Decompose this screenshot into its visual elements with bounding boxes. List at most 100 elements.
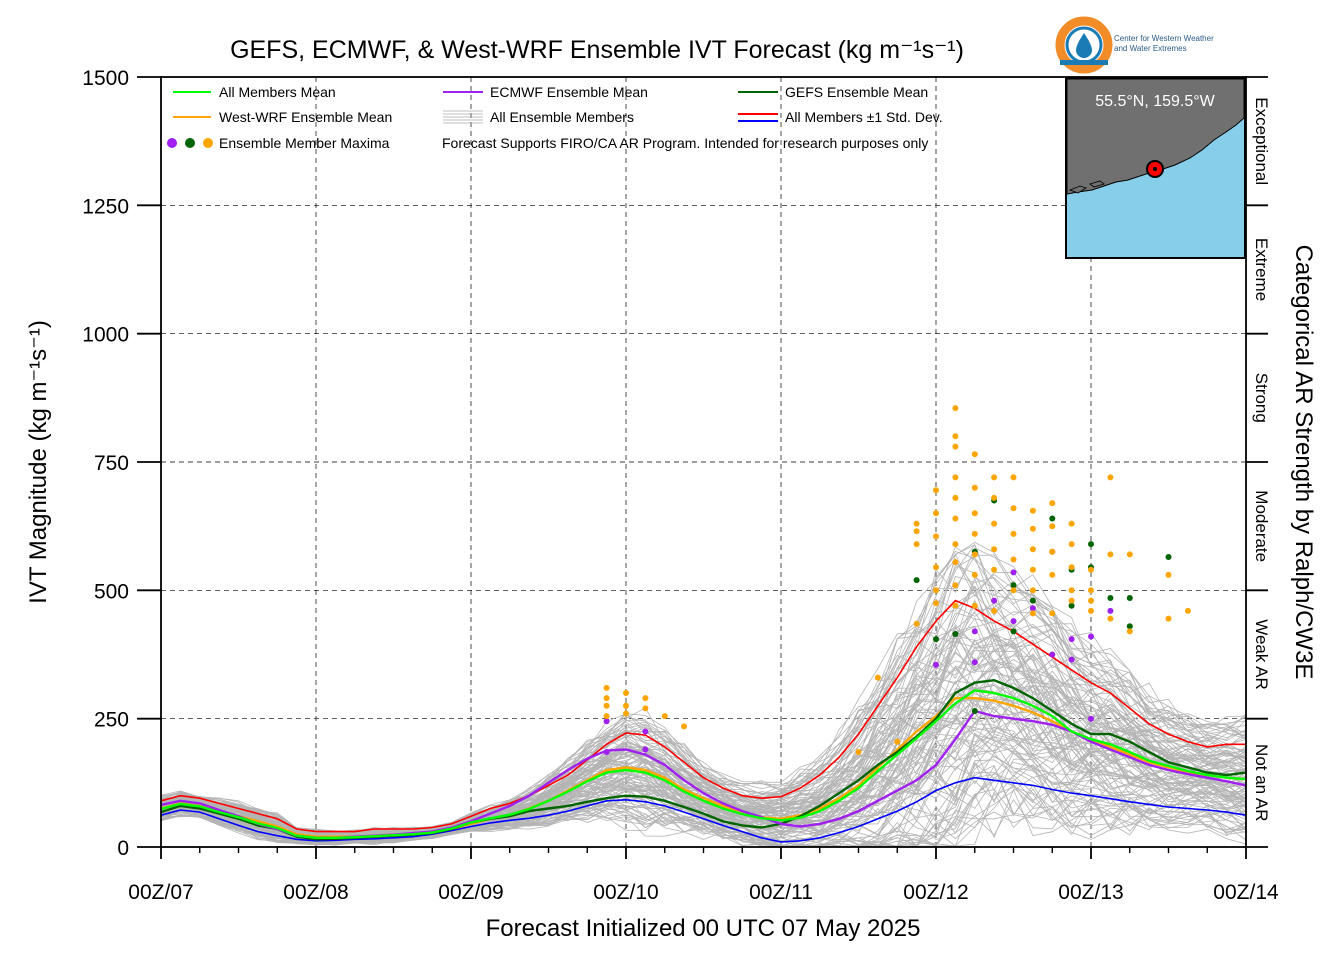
ensemble-member-line [160,652,1247,836]
west-wrf-maximum-point [874,674,881,681]
west-wrf-maximum-point [933,600,939,607]
y-tick-label: 1000 [82,324,129,347]
gefs-maximum-point [1088,541,1094,548]
west-wrf-maximum-point [603,684,610,691]
legend-label-std: All Members ±1 Std. Dev. [785,109,943,125]
west-wrf-maximum-point [952,515,959,522]
x-axis-title: Forecast Initialized 00 UTC 07 May 2025 [486,915,921,942]
logo-ring-icon [1055,16,1113,74]
logo-wave-icon [1060,60,1108,65]
legend-label-wwrf: West-WRF Ensemble Mean [219,109,392,125]
west-wrf-maximum-point [933,564,939,571]
west-wrf-maximum-point [952,582,959,589]
west-wrf-maximum-point [991,474,998,481]
west-wrf-maximum-point [1010,556,1017,563]
gefs-maximum-point [971,708,978,714]
ensemble-member-line [160,668,1247,838]
west-wrf-maximum-point [1107,615,1114,622]
logo-text-line1: Center for Western Weather [1114,34,1214,43]
logo-text-line2: and Water Extremes [1114,44,1187,53]
west-wrf-maximum-point [971,571,978,578]
legend-dot-gefs [185,138,195,148]
west-wrf-maximum-point [894,738,901,745]
gefs-maximum-point [933,636,939,643]
west-wrf-maximum-point [1010,505,1017,512]
west-wrf-maximum-point [1049,548,1056,555]
y-tick-label: 500 [94,580,129,603]
legend-label-gefs: GEFS Ensemble Mean [785,84,928,100]
ensemble-member-line [160,747,1247,847]
west-wrf-maximum-point [913,520,920,527]
west-wrf-maximum-point [1165,615,1172,622]
gefs-maximum-point [1049,515,1056,522]
category-label: Strong [1252,373,1271,423]
west-wrf-maximum-point [1068,541,1075,548]
legend-label-all-mean: All Members Mean [219,84,336,100]
ecmwf-maximum-point [1010,618,1017,625]
x-tick-label: 00Z/10 [593,881,658,904]
ecmwf-maximum-point [642,746,649,753]
y-axis-title: IVT Magnitude (kg m⁻¹s⁻¹) [25,320,52,604]
west-wrf-maximum-point [1068,520,1075,527]
west-wrf-maximum-point [971,510,978,517]
legend-swatch-members [443,110,483,124]
west-wrf-maximum-point [1029,507,1036,514]
x-tick-label: 00Z/11 [749,881,813,904]
gefs-maximum-point [1010,582,1017,589]
y-tick-label: 1250 [82,195,129,218]
west-wrf-maximum-point [642,695,649,702]
category-label: Moderate [1252,490,1271,562]
west-wrf-maximum-point [1068,597,1075,604]
west-wrf-maximum-point [1165,571,1172,578]
west-wrf-maximum-point [952,405,959,412]
all-members-mean-line [160,689,1247,839]
west-wrf-maximum-point [913,620,920,627]
west-wrf-maximum-point [623,702,629,709]
west-wrf-maximum-point [1049,571,1056,578]
ecmwf-maximum-point [971,628,978,635]
west-wrf-maximum-point [1068,564,1075,571]
water-drop-icon [1076,33,1092,58]
gefs-maximum-point [1068,602,1075,609]
west-wrf-maximum-point [971,451,978,458]
west-wrf-maximum-point [991,520,998,527]
west-wrf-maximum-point [1049,500,1056,507]
gefs-maximum-point [1010,628,1017,635]
gefs-maximum-point [1126,595,1133,601]
west-wrf-maximum-point [971,551,978,558]
west-wrf-maximum-point [623,690,629,696]
category-label: Exceptional [1252,97,1271,185]
x-tick-label: 00Z/14 [1213,881,1279,904]
west-wrf-maximum-point [642,705,649,712]
gefs-maximum-point [1126,623,1133,630]
gefs-maximum-point [1029,597,1036,604]
ecmwf-maximum-point [991,597,998,604]
category-label: Not an AR [1252,744,1271,822]
west-wrf-maximum-point [1029,546,1036,553]
ecmwf-maximum-point [1010,569,1017,576]
ecmwf-maximum-point [603,718,610,725]
ecmwf-maximum-point [1068,636,1075,643]
legend-label-members: All Ensemble Members [490,109,634,125]
x-tick-label: 00Z/08 [283,881,348,904]
axes: 00Z/07 00Z/08 00Z/09 00Z/10 00Z/11 00Z/12 00Z/… [82,67,1279,904]
category-label: Weak AR [1252,619,1271,690]
std-lower-line [160,776,1247,843]
west-wrf-maximum-point [1126,628,1133,635]
chart-title: GEFS, ECMWF, & West-WRF Ensemble IVT For… [230,36,964,64]
gefs-maximum-point [952,631,959,637]
ecmwf-maximum-point [1049,651,1056,658]
legend-label-maxima: Ensemble Member Maxima [219,135,390,151]
west-wrf-maximum-point [1088,566,1094,573]
west-wrf-maximum-point [952,602,959,609]
west-wrf-maximum-point [913,528,920,535]
west-wrf-maximum-point [1107,474,1114,481]
std-upper-line [160,599,1246,833]
west-wrf-maximum-point [1029,525,1036,532]
west-wrf-maximum-point [1107,551,1114,558]
west-wrf-maximum-point [1010,530,1017,537]
west-wrf-maximum-point [603,695,610,702]
inset-map-islands [1068,180,1105,194]
west-wrf-maximum-point [952,443,959,450]
y-tick-label: 1500 [82,67,129,90]
